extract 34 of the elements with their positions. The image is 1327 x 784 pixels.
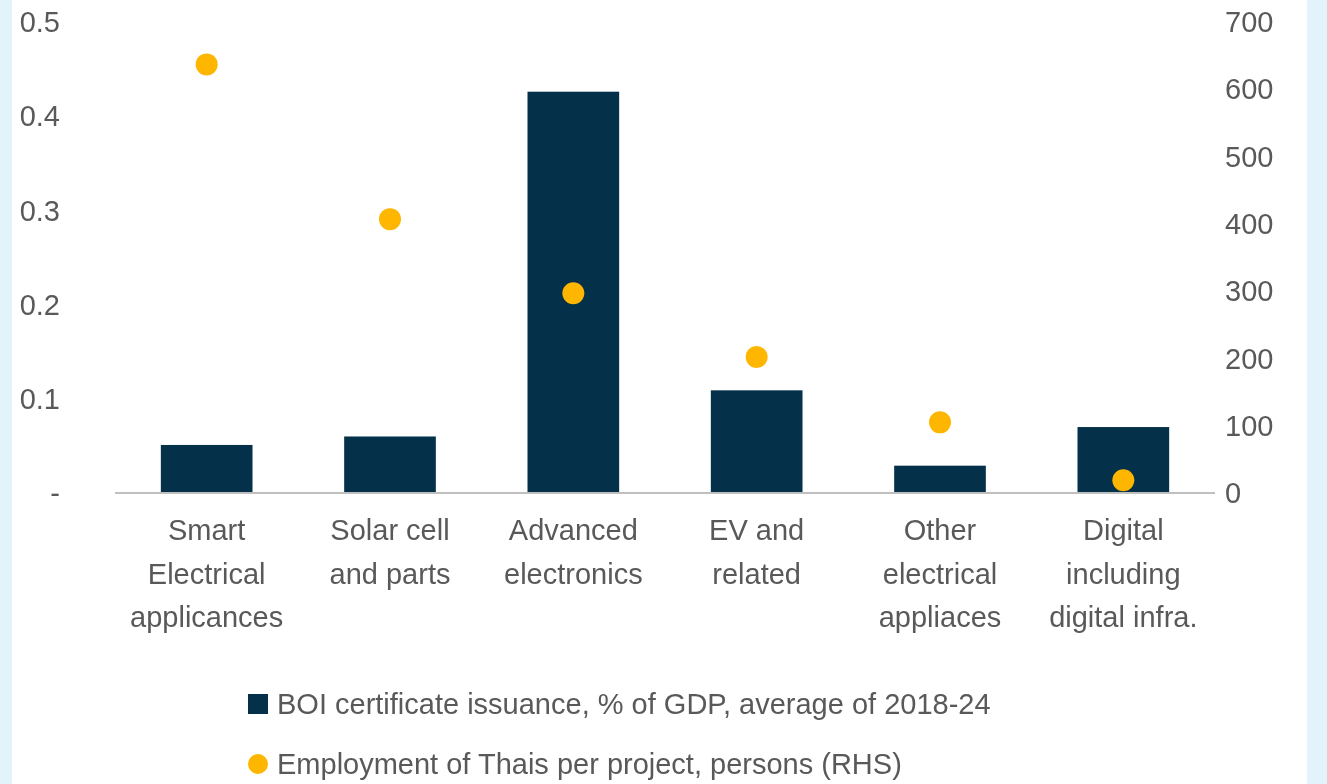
bar bbox=[344, 436, 436, 493]
bar bbox=[1077, 427, 1170, 493]
point bbox=[1112, 469, 1135, 492]
x-tick-label: Advanced electronics bbox=[504, 514, 643, 590]
y-tick-label: 0.4 bbox=[19, 100, 60, 133]
y2-tick-label: 600 bbox=[1225, 73, 1274, 106]
y-tick-label: 0.1 bbox=[19, 382, 60, 415]
point bbox=[745, 346, 768, 369]
x-tick-label: Digital including digital infra. bbox=[1049, 514, 1198, 633]
bar bbox=[894, 465, 986, 493]
legend-label: Employment of Thais per project, persons (RHS) bbox=[277, 748, 902, 781]
bar bbox=[160, 444, 253, 493]
bar bbox=[527, 91, 620, 493]
y2-tick-label: 100 bbox=[1225, 409, 1274, 442]
y2-tick-label: 0 bbox=[1225, 477, 1242, 510]
y2-tick-label: 300 bbox=[1225, 275, 1274, 308]
y-tick-label: 0.5 bbox=[19, 6, 60, 39]
point bbox=[379, 208, 401, 231]
legend-label: BOI certificate issuance, % of GDP, average of 2018-24 bbox=[277, 688, 991, 721]
x-tick-label: Solar cell and parts bbox=[329, 514, 451, 590]
y-tick-label: 0.3 bbox=[19, 194, 60, 227]
point bbox=[195, 53, 218, 76]
bar bbox=[710, 390, 803, 493]
y-tick-label: 0.2 bbox=[19, 288, 60, 321]
y2-tick-label: 500 bbox=[1225, 140, 1274, 173]
y2-tick-label: 400 bbox=[1225, 208, 1274, 241]
x-tick-label: Smart Electrical applicances bbox=[130, 514, 284, 633]
point bbox=[929, 411, 951, 434]
x-tick-label: Other electrical appliaces bbox=[878, 514, 1002, 633]
y2-tick-label: 700 bbox=[1225, 6, 1274, 39]
y2-tick-label: 200 bbox=[1225, 342, 1274, 375]
point bbox=[562, 282, 585, 305]
y-tick-label: - bbox=[50, 477, 60, 510]
x-tick-label: EV and related bbox=[709, 514, 805, 590]
